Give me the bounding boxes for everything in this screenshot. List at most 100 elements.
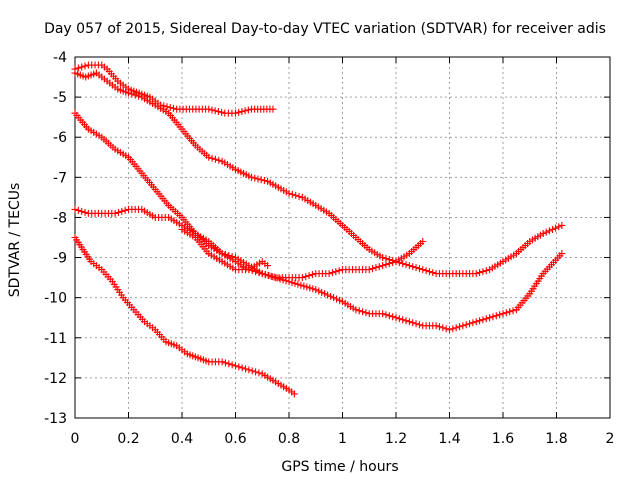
data-point-fill bbox=[225, 360, 233, 368]
data-point-fill bbox=[254, 175, 262, 183]
data-point-fill bbox=[309, 285, 317, 293]
data-point bbox=[248, 173, 256, 181]
data-point-fill bbox=[211, 107, 219, 115]
data-point-fill bbox=[238, 108, 246, 116]
data-point-fill bbox=[509, 307, 517, 315]
data-point-fill bbox=[492, 312, 500, 320]
data-point-fill bbox=[262, 271, 270, 279]
data-point-fill bbox=[321, 290, 329, 298]
data-point bbox=[486, 314, 494, 322]
data-point-fill bbox=[336, 296, 344, 304]
y-tick-label: -5 bbox=[53, 90, 67, 106]
data-point-fill bbox=[395, 315, 403, 323]
data-point-fill bbox=[333, 295, 341, 303]
x-tick-label: 0.8 bbox=[278, 431, 300, 447]
data-point-fill bbox=[479, 316, 487, 324]
data-point-fill bbox=[369, 265, 377, 273]
data-point-fill bbox=[385, 260, 393, 268]
data-point-fill bbox=[327, 292, 335, 300]
y-tick-label: -8 bbox=[53, 210, 67, 226]
data-point-fill bbox=[288, 190, 296, 198]
data-point-fill bbox=[328, 269, 336, 277]
data-point-fill bbox=[228, 361, 236, 369]
data-point bbox=[325, 270, 333, 278]
data-point-fill bbox=[81, 208, 89, 216]
data-point-fill bbox=[255, 369, 263, 377]
data-point-fill bbox=[118, 207, 126, 215]
data-point-fill bbox=[355, 307, 363, 315]
data-point-fill bbox=[482, 267, 490, 275]
data-point-fill bbox=[308, 271, 316, 279]
data-point-fill bbox=[251, 174, 259, 182]
data-point-fill bbox=[389, 259, 397, 267]
series-track-5 bbox=[71, 234, 298, 398]
data-point-fill bbox=[74, 206, 82, 214]
data-point-fill bbox=[292, 191, 300, 199]
data-point bbox=[459, 322, 467, 330]
data-point-fill bbox=[242, 365, 250, 373]
data-point-fill bbox=[235, 108, 243, 116]
data-point bbox=[472, 270, 480, 278]
data-point bbox=[405, 318, 413, 326]
data-point-fill bbox=[382, 261, 390, 269]
data-point bbox=[419, 238, 427, 246]
data-point-fill bbox=[449, 325, 457, 333]
data-point-fill bbox=[496, 311, 504, 319]
y-tick-label: -12 bbox=[44, 371, 67, 387]
y-tick-label: -7 bbox=[53, 170, 67, 186]
y-tick-label: -9 bbox=[53, 251, 67, 267]
data-point-fill bbox=[238, 364, 246, 372]
y-tick-label: -11 bbox=[44, 331, 67, 347]
data-point-fill bbox=[412, 264, 420, 272]
data-point-fill bbox=[545, 227, 553, 235]
data-point bbox=[285, 189, 293, 197]
data-point-fill bbox=[295, 192, 303, 200]
x-tick-label: 2 bbox=[606, 431, 615, 447]
data-point-fill bbox=[252, 368, 260, 376]
y-tick-labels: -4 -5 -6 -7 -8 -9 -10 -11 -12 -13 bbox=[44, 50, 67, 427]
data-point-fill bbox=[163, 103, 171, 111]
data-point-fill bbox=[389, 313, 397, 321]
data-point-fill bbox=[409, 263, 417, 271]
data-point-fill bbox=[244, 106, 252, 114]
x-tick-label: 0.2 bbox=[117, 431, 139, 447]
data-point-fill bbox=[214, 108, 222, 116]
x-tick-label: 0 bbox=[71, 431, 80, 447]
data-point-fill bbox=[252, 268, 260, 276]
data-point-fill bbox=[135, 92, 143, 100]
data-point-fill bbox=[409, 319, 417, 327]
data-point-fill bbox=[489, 313, 497, 321]
data-point bbox=[432, 322, 440, 330]
data-point-fill bbox=[375, 263, 383, 271]
data-point-fill bbox=[131, 91, 139, 99]
data-point-fill bbox=[506, 308, 514, 316]
data-point-fill bbox=[78, 63, 86, 71]
series-track-3 bbox=[71, 109, 566, 334]
data-point-fill bbox=[439, 324, 447, 332]
series-track-1 bbox=[71, 61, 277, 117]
data-point bbox=[258, 270, 266, 278]
data-point-fill bbox=[542, 228, 550, 236]
data-point-fill bbox=[208, 154, 216, 162]
data-point-fill bbox=[422, 267, 430, 275]
x-axis-label: GPS time / hours bbox=[281, 459, 398, 475]
x-tick-label: 1.4 bbox=[438, 431, 460, 447]
data-point-fill bbox=[335, 267, 343, 275]
data-point-fill bbox=[74, 64, 82, 72]
data-point-fill bbox=[257, 176, 265, 184]
data-point bbox=[379, 262, 387, 270]
data-point-fill bbox=[215, 156, 223, 164]
data-point-fill bbox=[235, 363, 243, 371]
data-point-fill bbox=[166, 104, 174, 112]
data-point-fill bbox=[456, 323, 464, 331]
y-tick-label: -4 bbox=[53, 50, 67, 66]
x-tick-label: 0.4 bbox=[171, 431, 193, 447]
data-point-fill bbox=[362, 309, 370, 317]
data-point-fill bbox=[241, 107, 249, 115]
data-point-fill bbox=[555, 223, 563, 231]
data-point-fill bbox=[303, 283, 311, 291]
data-point bbox=[298, 274, 306, 282]
data-point-fill bbox=[466, 320, 474, 328]
data-point-fill bbox=[297, 281, 305, 289]
data-point bbox=[405, 262, 413, 270]
